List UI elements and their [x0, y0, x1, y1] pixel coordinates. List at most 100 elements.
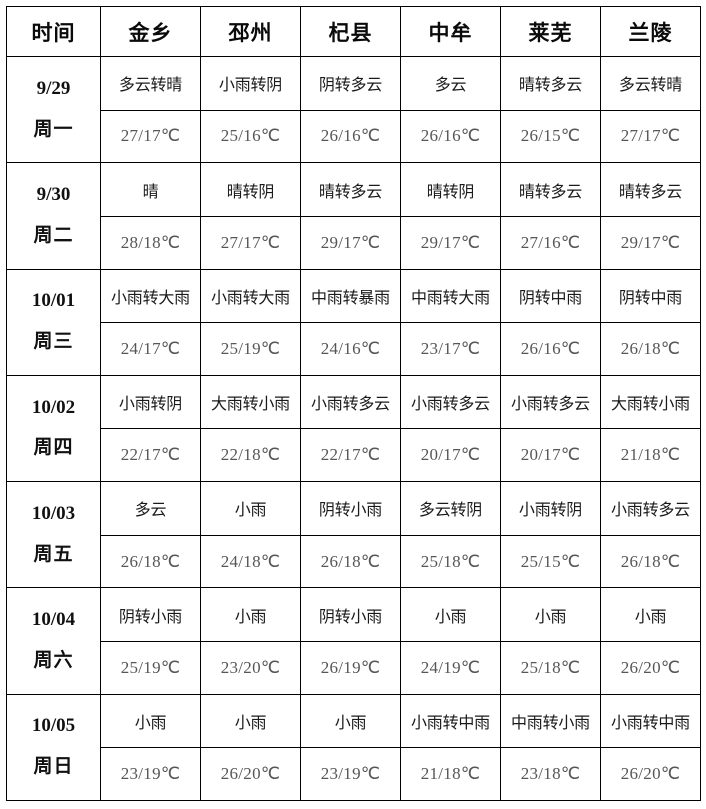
- weather-condition-cell: 中雨转暴雨: [300, 268, 401, 324]
- weather-condition-cell: 小雨转阴: [100, 374, 201, 430]
- temperature-cell: 22/18℃: [200, 428, 301, 483]
- temperature-cell: 26/18℃: [300, 534, 401, 589]
- column-header-city-6: 兰陵: [600, 6, 701, 57]
- weather-condition-cell: 多云: [400, 56, 501, 111]
- temperature-cell: 21/18℃: [400, 747, 501, 801]
- weather-condition-cell: 小雨: [500, 587, 601, 642]
- weather-condition-cell: 多云: [100, 481, 201, 536]
- weather-condition-cell: 晴转阴: [200, 162, 301, 217]
- column-header-city-2: 邳州: [200, 6, 301, 57]
- weather-condition-cell: 小雨: [400, 587, 501, 642]
- table-row: 10/03 周五 多云 小雨 阴转小雨 多云转阴 小雨转阴 小雨转多云: [6, 481, 701, 589]
- weather-condition-cell: 中雨转大雨: [400, 268, 501, 324]
- temperature-cell: 20/17℃: [400, 428, 501, 483]
- temperature-cell: 26/16℃: [400, 109, 501, 164]
- column-header-time: 时间: [6, 6, 101, 57]
- temperature-cell: 26/16℃: [300, 109, 401, 164]
- temperature-cell: 29/17℃: [300, 215, 401, 270]
- weekday-label: 周五: [33, 543, 74, 565]
- temperature-cell: 26/18℃: [600, 322, 701, 376]
- weather-condition-cell: 多云转晴: [100, 56, 201, 111]
- date-label: 10/02: [31, 396, 76, 418]
- weather-condition-cell: 大雨转小雨: [200, 374, 301, 430]
- temperature-cell: 21/18℃: [600, 428, 701, 483]
- weather-condition-cell: 小雨转大雨: [200, 268, 301, 324]
- date-label: 10/04: [31, 609, 76, 631]
- table-row: 10/04 周六 阴转小雨 小雨 阴转小雨 小雨 小雨 小雨: [6, 587, 701, 695]
- weather-condition-cell: 小雨转大雨: [100, 268, 201, 324]
- weather-condition-cell: 阴转中雨: [500, 268, 601, 324]
- temperature-cell: 25/16℃: [200, 109, 301, 164]
- weather-condition-cell: 阴转多云: [300, 56, 401, 111]
- table-row: 27/17℃ 25/16℃ 26/16℃ 26/16℃ 26/15℃ 27/17℃: [7, 109, 701, 164]
- weather-condition-cell: 晴转多云: [600, 162, 701, 217]
- date-cell: 10/04 周六: [6, 587, 101, 695]
- weekday-label: 周四: [33, 437, 74, 459]
- weather-condition-cell: 小雨转中雨: [400, 693, 501, 749]
- weekday-label: 周二: [33, 224, 74, 246]
- temperature-cell: 24/18℃: [200, 534, 301, 589]
- temperature-cell: 25/19℃: [100, 640, 201, 695]
- temperature-cell: 23/19℃: [300, 747, 401, 801]
- weather-condition-cell: 小雨转阴: [200, 56, 301, 111]
- weather-condition-cell: 小雨转多云: [500, 374, 601, 430]
- weather-forecast-table: 时间 金乡 邳州 杞县 中牟 莱芜 兰陵 9/29 周一 多云转晴 小雨转阴 阴转多云多…: [6, 6, 701, 802]
- weather-condition-cell: 小雨: [100, 693, 201, 749]
- column-header-city-3: 杞县: [300, 6, 401, 57]
- table-row: 22/17℃ 22/18℃ 22/17℃ 20/17℃ 20/17℃ 21/18℃: [7, 428, 701, 483]
- temperature-cell: 25/18℃: [400, 534, 501, 589]
- weather-forecast-table-container: 时间 金乡 邳州 杞县 中牟 莱芜 兰陵 9/29 周一 多云转晴 小雨转阴 阴转多云多…: [6, 6, 701, 802]
- date-cell: 10/01 周三: [6, 268, 101, 376]
- temperature-cell: 26/20℃: [600, 747, 701, 801]
- weather-condition-cell: 多云转晴: [600, 56, 701, 111]
- temperature-cell: 25/18℃: [500, 640, 601, 695]
- weather-condition-cell: 小雨: [200, 481, 301, 536]
- date-cell: 9/29 周一: [6, 55, 101, 164]
- weather-condition-cell: 多云转阴: [400, 481, 501, 536]
- weather-condition-cell: 阴转小雨: [300, 481, 401, 536]
- temperature-cell: 26/16℃: [500, 322, 601, 376]
- weather-condition-cell: 小雨转多云: [400, 374, 501, 430]
- temperature-cell: 27/17℃: [100, 109, 201, 164]
- table-row: 28/18℃ 27/17℃ 29/17℃ 29/17℃ 27/16℃ 29/17℃: [7, 215, 701, 270]
- table-row: 25/19℃ 23/20℃ 26/19℃ 24/19℃ 25/18℃ 26/20℃: [7, 640, 701, 695]
- temperature-cell: 26/20℃: [200, 747, 301, 801]
- temperature-cell: 25/19℃: [200, 322, 301, 376]
- table-row: 10/02 周四 小雨转阴 大雨转小雨 小雨转多云 小雨转多云 小雨转多云 大雨转小雨: [6, 374, 701, 483]
- weekday-label: 周六: [33, 649, 74, 671]
- table-row: 9/29 周一 多云转晴 小雨转阴 阴转多云 多云 晴转多云 多云转晴: [6, 55, 701, 164]
- date-label: 10/03: [31, 502, 76, 524]
- temperature-cell: 26/19℃: [300, 640, 401, 695]
- weather-condition-cell: 阴转小雨: [100, 587, 201, 642]
- temperature-cell: 23/17℃: [400, 322, 501, 376]
- table-body: 9/29 周一 多云转晴 小雨转阴 阴转多云 多云 晴转多云 多云转晴 27/17℃ 25/16℃…: [6, 55, 701, 802]
- table-row: 9/30 周二晴晴转阴 晴转多云 晴转阴 晴转多云 晴转多云: [6, 162, 701, 270]
- temperature-cell: 26/18℃: [600, 534, 701, 589]
- table-row: 26/18℃ 24/18℃ 26/18℃ 25/18℃ 25/15℃ 26/18℃: [7, 534, 701, 589]
- column-header-city-5: 莱芜: [500, 6, 601, 57]
- temperature-cell: 26/18℃: [100, 534, 201, 589]
- date-label: 10/01: [31, 290, 76, 312]
- column-header-city-4: 中牟: [400, 6, 501, 57]
- weekday-label: 周一: [33, 118, 74, 140]
- temperature-cell: 20/17℃: [500, 428, 601, 483]
- table-row: 23/19℃ 26/20℃ 23/19℃ 21/18℃ 23/18℃ 26/20℃: [7, 747, 701, 801]
- weekday-label: 周日: [33, 756, 74, 778]
- weather-condition-cell: 小雨: [200, 693, 301, 749]
- weather-condition-cell: 小雨转阴: [500, 481, 601, 536]
- temperature-cell: 27/16℃: [500, 215, 601, 270]
- weather-condition-cell: 小雨: [300, 693, 401, 749]
- weather-condition-cell: 晴转多云: [500, 162, 601, 217]
- date-label: 9/29: [36, 77, 71, 99]
- table-row: 24/17℃ 25/19℃ 24/16℃ 23/17℃ 26/16℃ 26/18℃: [7, 322, 701, 376]
- temperature-cell: 23/19℃: [100, 747, 201, 801]
- temperature-cell: 22/17℃: [100, 428, 201, 483]
- weather-condition-cell: 阴转中雨: [600, 268, 701, 324]
- weekday-label: 周三: [33, 331, 74, 353]
- table-row: 10/05 周日 小雨 小雨 小雨 小雨转中雨 中雨转小雨 小雨转中雨: [6, 693, 701, 802]
- weather-condition-cell: 小雨转多云: [300, 374, 401, 430]
- weather-condition-cell: 晴转多云: [500, 56, 601, 111]
- weather-condition-cell: 小雨: [600, 587, 701, 642]
- weather-condition-cell: 阴转小雨: [300, 587, 401, 642]
- weather-condition-cell: 晴转阴: [400, 162, 501, 217]
